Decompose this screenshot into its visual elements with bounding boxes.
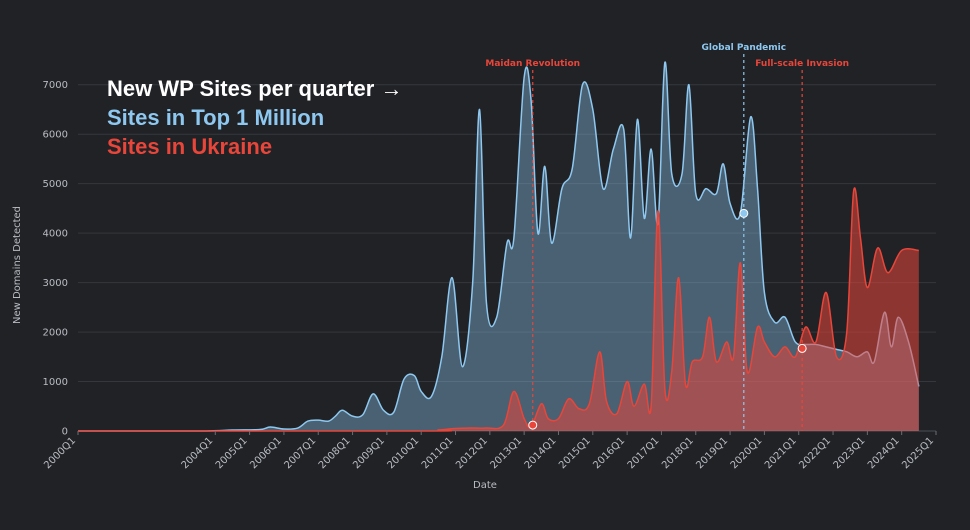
y-tick-label: 3000 (43, 278, 68, 289)
x-tick-label: 2007Q1 (283, 435, 319, 471)
x-tick-label: 2010Q1 (385, 435, 421, 471)
x-tick-label: 2008Q1 (317, 435, 353, 471)
sites-in-ukraine-line (78, 187, 919, 432)
x-tick-label: 2006Q1 (248, 435, 284, 471)
y-tick-label: 4000 (43, 229, 68, 240)
sites-in-top-1-million-line (78, 61, 920, 432)
x-tick-label: 2000Q1 (42, 435, 78, 471)
x-tick-label: 2012Q1 (454, 435, 490, 471)
y-tick-label: 0 (62, 427, 68, 438)
x-axis-label: Date (473, 480, 497, 491)
y-tick-label: 6000 (43, 130, 68, 141)
x-tick-label: 2021Q1 (763, 435, 799, 471)
event-marker (797, 343, 807, 353)
x-tick-label: 2025Q1 (900, 435, 936, 471)
title-line-1: New WP Sites per quarter → (107, 76, 403, 101)
x-tick-label: 2018Q1 (660, 435, 696, 471)
series-areas (78, 61, 920, 432)
x-tick-label: 2004Q1 (180, 435, 216, 471)
y-axis-label: New Domains Detected (12, 206, 23, 324)
x-tick-label: 2016Q1 (591, 435, 627, 471)
legend-top-1-million: Sites in Top 1 Million (107, 105, 325, 130)
annotation-labels: Maidan Revolution Global Pandemic Full-sca… (485, 43, 849, 69)
x-tick-label: 2019Q1 (694, 435, 730, 471)
chart-title-legend: New WP Sites per quarter → Sites in Top … (107, 74, 402, 161)
x-tick-label: 2024Q1 (866, 435, 902, 471)
y-tick-label: 2000 (43, 328, 68, 339)
x-axis-ticks: 2000Q1 2004Q12005Q12006Q12007Q12008Q12009… (42, 431, 937, 471)
y-tick-label: 5000 (43, 179, 68, 190)
x-tick-label: 2023Q1 (832, 435, 868, 471)
maidan-revolution-label: Maidan Revolution (485, 59, 580, 69)
x-tick-label: 2020Q1 (729, 435, 765, 471)
event-marker (739, 208, 749, 218)
x-tick-label: 2017Q1 (626, 435, 662, 471)
full-scale-invasion-label: Full-scale Invasion (755, 59, 849, 69)
x-tick-label: 2022Q1 (797, 435, 833, 471)
x-tick-label: 2005Q1 (214, 435, 250, 471)
global-pandemic-label: Global Pandemic (702, 43, 787, 53)
event-marker (528, 420, 538, 430)
legend-ukraine: Sites in Ukraine (107, 134, 273, 159)
annotation-lines (532, 54, 803, 431)
x-tick-label: 2009Q1 (351, 435, 387, 471)
x-tick-label: 2013Q1 (488, 435, 524, 471)
x-tick-label: 2015Q1 (557, 435, 593, 471)
y-tick-label: 1000 (43, 377, 68, 388)
y-tick-label: 7000 (43, 80, 68, 91)
x-tick-label: 2014Q1 (523, 435, 559, 471)
sites-in-ukraine-area (78, 187, 919, 431)
markers (528, 208, 807, 430)
y-axis-ticks: 0 1000 2000 3000 4000 5000 6000 7000 (43, 80, 68, 437)
x-tick-label: 2011Q1 (420, 435, 456, 471)
